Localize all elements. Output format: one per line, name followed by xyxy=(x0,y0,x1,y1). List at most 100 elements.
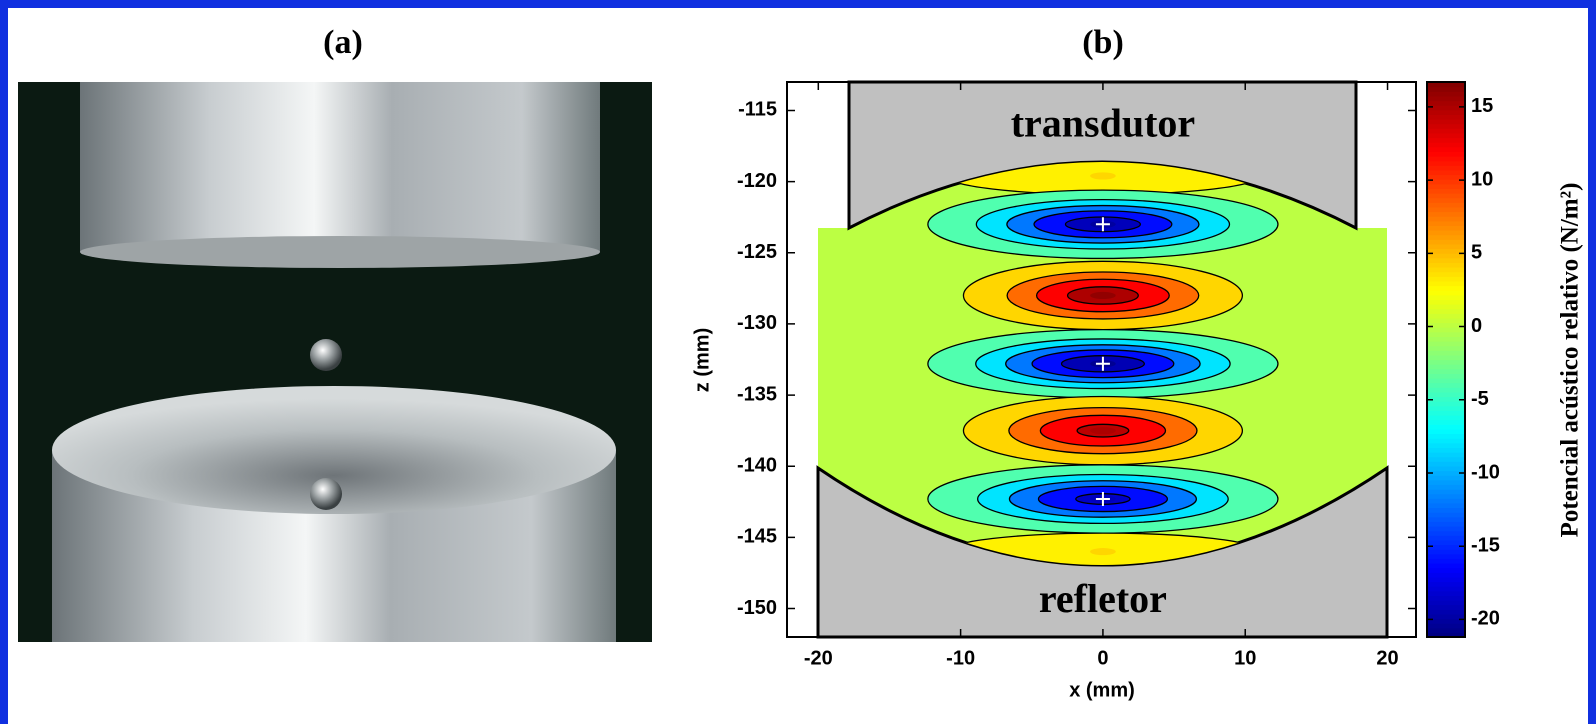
colorbar-segment xyxy=(1427,212,1465,217)
colorbar-segment xyxy=(1427,114,1465,119)
colorbar-segment xyxy=(1427,87,1465,92)
annotation: refletor xyxy=(1039,576,1167,621)
y-tick-label: -130 xyxy=(737,312,777,334)
colorbar-segment xyxy=(1427,156,1465,161)
panel-label: (b) xyxy=(1082,24,1124,61)
colorbar-segment xyxy=(1427,494,1465,499)
colorbar-segment xyxy=(1427,364,1465,369)
colorbar-segment xyxy=(1427,572,1465,577)
colorbar-segment xyxy=(1427,373,1465,378)
colorbar-segment xyxy=(1427,272,1465,277)
colorbar-segment xyxy=(1427,452,1465,457)
colorbar-segment xyxy=(1427,438,1465,443)
colorbar-segment xyxy=(1427,332,1465,337)
y-tick-label: -135 xyxy=(737,383,777,405)
colorbar-segment xyxy=(1427,609,1465,614)
colorbar-segment xyxy=(1427,165,1465,170)
colorbar-segment xyxy=(1427,545,1465,550)
colorbar-segment xyxy=(1427,378,1465,383)
colorbar-segment xyxy=(1427,304,1465,309)
colorbar-segment xyxy=(1427,484,1465,489)
colorbar-segment xyxy=(1427,207,1465,212)
colorbar-segment xyxy=(1427,290,1465,295)
colorbar-segment xyxy=(1427,577,1465,582)
colorbar-segment xyxy=(1427,101,1465,106)
photo xyxy=(18,82,652,642)
colorbar-segment xyxy=(1427,91,1465,96)
colorbar-segment xyxy=(1427,133,1465,138)
colorbar-segment xyxy=(1427,193,1465,198)
colorbar-segment xyxy=(1427,341,1465,346)
colorbar-segment xyxy=(1427,568,1465,573)
colorbar-segment xyxy=(1427,225,1465,230)
lobe-peak xyxy=(1090,292,1116,299)
colorbar-segment xyxy=(1427,262,1465,267)
colorbar-tick-label: -20 xyxy=(1471,608,1500,630)
figure: (a) (b) transdutorrefletor x (mm) z (mm)… xyxy=(0,0,1596,724)
colorbar-segment xyxy=(1427,531,1465,536)
colorbar-segment xyxy=(1427,475,1465,480)
y-tick-label: -115 xyxy=(738,99,777,121)
colorbar-segment xyxy=(1427,554,1465,559)
x-tick-label: 10 xyxy=(1234,647,1256,669)
colorbar-segment xyxy=(1427,434,1465,439)
colorbar-segment xyxy=(1427,142,1465,147)
annotation: transdutor xyxy=(1011,101,1195,146)
colorbar-segment xyxy=(1427,244,1465,249)
y-tick-label: -125 xyxy=(737,241,777,263)
colorbar-segment xyxy=(1427,480,1465,485)
colorbar-segment xyxy=(1427,355,1465,360)
colorbar-segment xyxy=(1427,346,1465,351)
colorbar-segment xyxy=(1427,96,1465,101)
colorbar-tick-label: 15 xyxy=(1471,95,1493,117)
colorbar-segment xyxy=(1427,466,1465,471)
colorbar-segment xyxy=(1427,498,1465,503)
colorbar-segment xyxy=(1427,443,1465,448)
colorbar-tick-label: 5 xyxy=(1471,242,1482,264)
colorbar-segment xyxy=(1427,512,1465,517)
colorbar-segment xyxy=(1427,383,1465,388)
colorbar-segment xyxy=(1427,318,1465,323)
colorbar-segment xyxy=(1427,119,1465,124)
lobe-peak xyxy=(1090,172,1116,179)
colorbar-segment xyxy=(1427,188,1465,193)
colorbar-segment xyxy=(1427,600,1465,605)
x-tick-label: 20 xyxy=(1376,647,1398,669)
colorbar-segment xyxy=(1427,521,1465,526)
colorbar-segment xyxy=(1427,415,1465,420)
colorbar-segment xyxy=(1427,230,1465,235)
colorbar-segment xyxy=(1427,591,1465,596)
colorbar-segment xyxy=(1427,401,1465,406)
colorbar-segment xyxy=(1427,258,1465,263)
colorbar-segment xyxy=(1427,161,1465,166)
x-tick-label: 0 xyxy=(1097,647,1108,669)
y-tick-label: -120 xyxy=(737,170,777,192)
colorbar-segment xyxy=(1427,549,1465,554)
colorbar-segment xyxy=(1427,605,1465,610)
x-axis-label: x (mm) xyxy=(1069,679,1135,701)
colorbar-segment xyxy=(1427,369,1465,374)
x-tick-label: -10 xyxy=(946,647,975,669)
colorbar-segment xyxy=(1427,392,1465,397)
colorbar-segment xyxy=(1427,184,1465,189)
colorbar-segment xyxy=(1427,147,1465,152)
colorbar-tick-label: -5 xyxy=(1471,388,1489,410)
colorbar-segment xyxy=(1427,124,1465,129)
colorbar-segment xyxy=(1427,410,1465,415)
colorbar-segment xyxy=(1427,586,1465,591)
colorbar-segment xyxy=(1427,420,1465,425)
y-tick-label: -150 xyxy=(737,597,777,619)
colorbar-segment xyxy=(1427,447,1465,452)
y-tick-label: -145 xyxy=(737,526,777,548)
page: (a) (b) transdutorrefletor x (mm) z (mm)… xyxy=(0,0,1596,724)
colorbar-segment xyxy=(1427,295,1465,300)
colorbar-segment xyxy=(1427,582,1465,587)
colorbar-segment xyxy=(1427,461,1465,466)
colorbar-segment xyxy=(1427,517,1465,522)
colorbar-segment xyxy=(1427,281,1465,286)
colorbar-segment xyxy=(1427,540,1465,545)
colorbar-segment xyxy=(1427,110,1465,115)
colorbar-segment xyxy=(1427,175,1465,180)
colorbar-segment xyxy=(1427,239,1465,244)
colorbar-segment xyxy=(1427,202,1465,207)
